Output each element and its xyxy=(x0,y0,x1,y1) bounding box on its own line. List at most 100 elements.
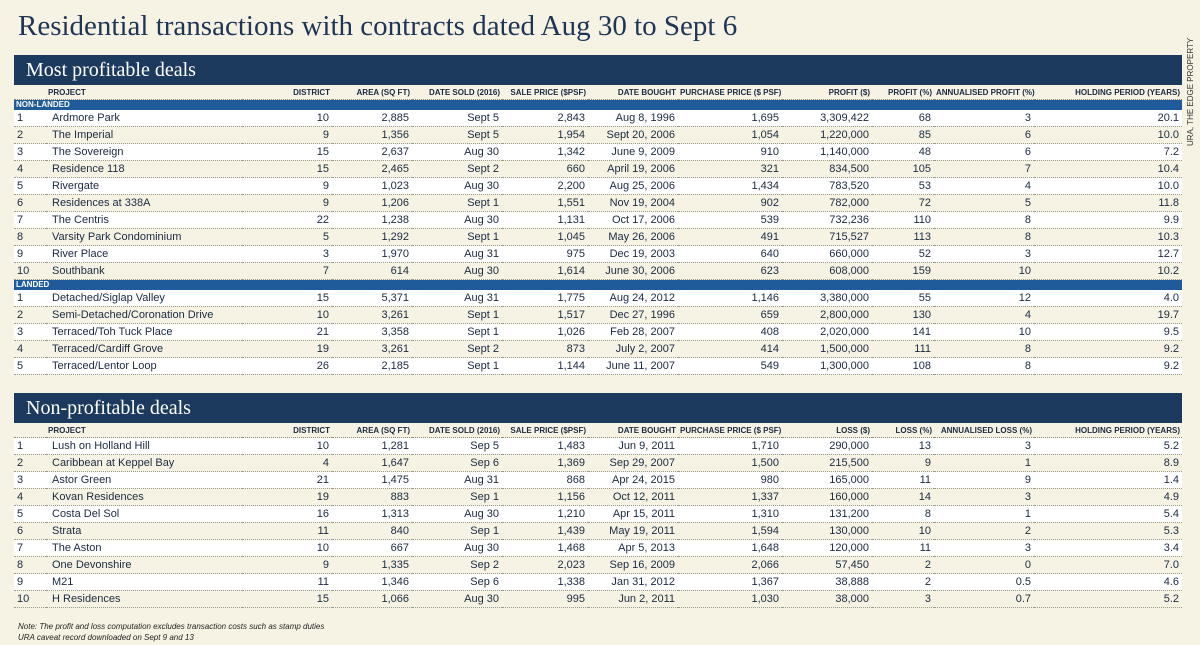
amount-cell: 130,000 xyxy=(782,522,872,540)
project-name-cell: Astor Green xyxy=(46,471,242,489)
sale-price-cell: 868 xyxy=(502,471,588,489)
purchase-price-cell: 902 xyxy=(678,194,782,212)
footnotes: Note: The profit and loss computation ex… xyxy=(18,621,324,643)
percent-cell: 55 xyxy=(872,290,934,307)
date-sold-cell: Aug 30 xyxy=(412,539,502,557)
amount-cell: 2,800,000 xyxy=(782,306,872,324)
table-row: 4 Terraced/Cardiff Grove 19 3,261 Sept 2 873 J… xyxy=(14,340,1182,358)
date-sold-cell: Aug 30 xyxy=(412,262,502,280)
annualised-cell: 1 xyxy=(934,454,1034,472)
holding-period-cell: 5.3 xyxy=(1034,522,1182,540)
holding-period-cell: 9.9 xyxy=(1034,211,1182,229)
district-cell: 19 xyxy=(242,340,332,358)
row-number-cell: 9 xyxy=(14,245,46,263)
row-number-cell: 4 xyxy=(14,340,46,358)
percent-cell: 108 xyxy=(872,357,934,375)
row-number-cell: 4 xyxy=(14,488,46,506)
percent-cell: 159 xyxy=(872,262,934,280)
annualised-cell: 3 xyxy=(934,245,1034,263)
table-row: 5 Rivergate 9 1,023 Aug 30 2,200 Aug 25, 2006 1… xyxy=(14,177,1182,195)
district-cell: 15 xyxy=(242,143,332,161)
percent-cell: 11 xyxy=(872,539,934,557)
sale-price-cell: 1,439 xyxy=(502,522,588,540)
annualised-cell: 10 xyxy=(934,262,1034,280)
sale-price-cell: 1,338 xyxy=(502,573,588,591)
date-sold-cell: Aug 30 xyxy=(412,177,502,195)
table-row: 7 The Centris 22 1,238 Aug 30 1,131 Oct 17, 20… xyxy=(14,211,1182,229)
nonprofitable-section: Non-profitable deals PROJECT DISTRICT AR… xyxy=(14,393,1182,608)
row-number-cell: 10 xyxy=(14,590,46,608)
district-cell: 26 xyxy=(242,357,332,375)
holding-period-cell: 3.4 xyxy=(1034,539,1182,557)
amount-cell: 732,236 xyxy=(782,211,872,229)
col-profit: PROFIT ($) xyxy=(782,85,872,100)
project-name-cell: Terraced/Cardiff Grove xyxy=(46,340,242,358)
date-bought-cell: Aug 24, 2012 xyxy=(588,290,678,307)
table-row: 3 The Sovereign 15 2,637 Aug 30 1,342 June 9, … xyxy=(14,143,1182,161)
amount-cell: 1,220,000 xyxy=(782,126,872,144)
amount-cell: 38,000 xyxy=(782,590,872,608)
annualised-cell: 6 xyxy=(934,126,1034,144)
holding-period-cell: 8.9 xyxy=(1034,454,1182,472)
area-cell: 2,885 xyxy=(332,110,412,127)
annualised-cell: 7 xyxy=(934,160,1034,178)
date-sold-cell: Sep 5 xyxy=(412,437,502,455)
row-number-cell: 5 xyxy=(14,357,46,375)
table-row: 5 Costa Del Sol 16 1,313 Aug 30 1,210 Apr 15, … xyxy=(14,505,1182,523)
date-bought-cell: Feb 28, 2007 xyxy=(588,323,678,341)
annualised-cell: 3 xyxy=(934,110,1034,127)
date-sold-cell: Aug 30 xyxy=(412,211,502,229)
row-number-cell: 1 xyxy=(14,290,46,307)
row-number-cell: 2 xyxy=(14,454,46,472)
purchase-price-cell: 1,695 xyxy=(678,110,782,127)
sale-price-cell: 1,045 xyxy=(502,228,588,246)
project-name-cell: Southbank xyxy=(46,262,242,280)
area-cell: 2,637 xyxy=(332,143,412,161)
percent-cell: 11 xyxy=(872,471,934,489)
col-district: DISTRICT xyxy=(242,85,332,100)
percent-cell: 2 xyxy=(872,556,934,574)
row-number-cell: 5 xyxy=(14,505,46,523)
row-number-cell: 2 xyxy=(14,306,46,324)
percent-cell: 3 xyxy=(872,590,934,608)
sale-price-cell: 1,775 xyxy=(502,290,588,307)
holding-period-cell: 20.1 xyxy=(1034,110,1182,127)
group-label: NON-LANDED xyxy=(14,99,1182,110)
row-number-cell: 1 xyxy=(14,437,46,455)
project-name-cell: Terraced/Lentor Loop xyxy=(46,357,242,375)
row-number-cell: 3 xyxy=(14,143,46,161)
col-area: AREA (SQ FT) xyxy=(332,85,412,100)
area-cell: 1,356 xyxy=(332,126,412,144)
col-sale-price: SALE PRICE ($PSF) xyxy=(502,85,588,100)
holding-period-cell: 10.0 xyxy=(1034,177,1182,195)
district-cell: 10 xyxy=(242,306,332,324)
annualised-cell: 1 xyxy=(934,505,1034,523)
amount-cell: 290,000 xyxy=(782,437,872,455)
col-profit-pct: PROFIT (%) xyxy=(872,85,934,100)
project-name-cell: Detached/Siglap Valley xyxy=(46,290,242,307)
date-sold-cell: Aug 31 xyxy=(412,471,502,489)
percent-cell: 53 xyxy=(872,177,934,195)
profitable-banner: Most profitable deals xyxy=(14,55,1182,85)
col-annualised-profit: ANNUALISED PROFIT (%) xyxy=(934,85,1035,100)
sale-price-cell: 995 xyxy=(502,590,588,608)
date-bought-cell: Sep 16, 2009 xyxy=(588,556,678,574)
project-name-cell: Residences at 338A xyxy=(46,194,242,212)
annualised-cell: 3 xyxy=(934,437,1034,455)
project-name-cell: One Devonshire xyxy=(46,556,242,574)
area-cell: 883 xyxy=(332,488,412,506)
row-number-cell: 2 xyxy=(14,126,46,144)
col-date-sold: DATE SOLD (2016) xyxy=(412,423,502,438)
district-cell: 10 xyxy=(242,437,332,455)
date-bought-cell: June 30, 2006 xyxy=(588,262,678,280)
area-cell: 3,358 xyxy=(332,323,412,341)
annualised-cell: 3 xyxy=(934,488,1034,506)
col-project: PROJECT xyxy=(46,85,242,100)
project-name-cell: River Place xyxy=(46,245,242,263)
purchase-price-cell: 1,310 xyxy=(678,505,782,523)
table-row: 2 Caribbean at Keppel Bay 4 1,647 Sep 6 1,369… xyxy=(14,454,1182,472)
district-cell: 21 xyxy=(242,471,332,489)
row-number-cell: 5 xyxy=(14,177,46,195)
percent-cell: 105 xyxy=(872,160,934,178)
area-cell: 2,185 xyxy=(332,357,412,375)
